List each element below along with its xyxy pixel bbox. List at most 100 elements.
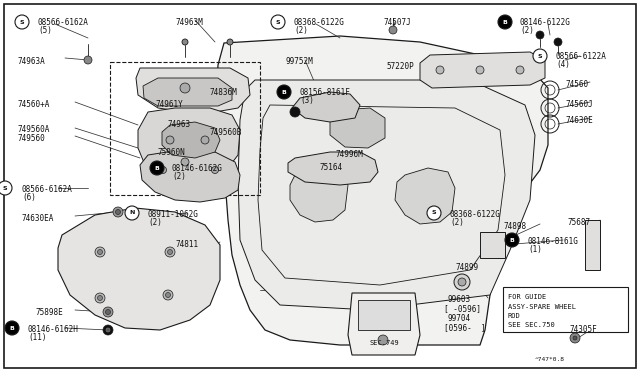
Text: 74560: 74560 — [565, 80, 588, 89]
Circle shape — [15, 15, 29, 29]
Polygon shape — [330, 108, 385, 148]
Text: B: B — [509, 237, 515, 243]
Circle shape — [505, 233, 519, 247]
Text: 75164: 75164 — [320, 163, 343, 172]
Circle shape — [378, 335, 388, 345]
Text: 08368-6122G: 08368-6122G — [450, 210, 501, 219]
Text: 08146-8161G: 08146-8161G — [528, 237, 579, 246]
Text: 74963A: 74963A — [18, 57, 45, 66]
Text: (5): (5) — [38, 26, 52, 35]
Circle shape — [97, 250, 102, 254]
Text: 74836M: 74836M — [210, 88, 237, 97]
Circle shape — [458, 278, 466, 286]
Circle shape — [573, 336, 577, 340]
Bar — [358, 300, 410, 330]
Circle shape — [159, 167, 166, 173]
Circle shape — [290, 107, 300, 117]
Text: (3): (3) — [300, 96, 314, 105]
Text: 74963M: 74963M — [175, 18, 203, 27]
Circle shape — [103, 325, 113, 335]
Circle shape — [536, 31, 544, 39]
Circle shape — [554, 38, 562, 46]
Text: 74507J: 74507J — [383, 18, 411, 27]
Text: B: B — [502, 19, 508, 25]
Polygon shape — [162, 122, 220, 158]
Circle shape — [103, 307, 113, 317]
Circle shape — [533, 49, 547, 63]
Text: (2): (2) — [172, 172, 186, 181]
Circle shape — [0, 181, 12, 195]
Circle shape — [113, 207, 123, 217]
Text: (2): (2) — [148, 218, 162, 227]
Bar — [503, 287, 628, 332]
Polygon shape — [143, 78, 232, 106]
Text: 08156-8161F: 08156-8161F — [300, 88, 351, 97]
Polygon shape — [395, 168, 455, 224]
Text: S: S — [538, 54, 542, 58]
Text: 08566-6122A: 08566-6122A — [556, 52, 607, 61]
Text: 57220P: 57220P — [386, 62, 413, 71]
Circle shape — [516, 66, 524, 74]
Text: S: S — [432, 211, 436, 215]
Text: 74898: 74898 — [503, 222, 526, 231]
Text: 74560J: 74560J — [565, 100, 593, 109]
Text: B: B — [155, 166, 159, 170]
Circle shape — [498, 15, 512, 29]
Text: 08566-6162A: 08566-6162A — [38, 18, 89, 27]
Polygon shape — [288, 152, 378, 185]
Text: 08911-1062G: 08911-1062G — [148, 210, 199, 219]
Circle shape — [476, 66, 484, 74]
Circle shape — [454, 274, 470, 290]
Text: (2): (2) — [450, 218, 464, 227]
Text: 99752M: 99752M — [286, 57, 314, 66]
Circle shape — [166, 136, 174, 144]
Text: [ -0596]: [ -0596] — [444, 304, 481, 313]
Text: 749560: 749560 — [18, 134, 45, 143]
Polygon shape — [136, 68, 250, 112]
Circle shape — [570, 333, 580, 343]
Polygon shape — [140, 150, 240, 202]
Polygon shape — [238, 80, 535, 310]
Text: 74963: 74963 — [168, 120, 191, 129]
Text: ROD: ROD — [508, 313, 521, 319]
Text: ^747*0.8: ^747*0.8 — [535, 357, 565, 362]
Text: SEC.749: SEC.749 — [370, 340, 400, 346]
Text: (2): (2) — [294, 26, 308, 35]
Text: [0596-  ]: [0596- ] — [444, 323, 486, 332]
Circle shape — [211, 167, 218, 173]
Text: N: N — [129, 211, 134, 215]
Circle shape — [166, 292, 170, 298]
Bar — [585, 220, 600, 270]
Text: 749560A: 749560A — [18, 125, 51, 134]
Circle shape — [97, 295, 102, 301]
Circle shape — [181, 158, 189, 166]
Text: 74305F: 74305F — [570, 325, 598, 334]
Circle shape — [168, 250, 173, 254]
Text: B: B — [10, 326, 15, 330]
Polygon shape — [58, 208, 220, 330]
Polygon shape — [420, 52, 545, 88]
Text: 08146-6122G: 08146-6122G — [520, 18, 571, 27]
Text: SEE SEC.750: SEE SEC.750 — [508, 322, 555, 328]
Polygon shape — [138, 108, 240, 178]
Circle shape — [163, 290, 173, 300]
Text: 99603: 99603 — [448, 295, 471, 304]
Text: S: S — [276, 19, 280, 25]
Text: S: S — [3, 186, 7, 190]
Bar — [480, 232, 505, 258]
Text: (2): (2) — [520, 26, 534, 35]
Text: 749560B: 749560B — [210, 128, 243, 137]
Circle shape — [95, 293, 105, 303]
Polygon shape — [348, 293, 420, 355]
Circle shape — [150, 161, 164, 175]
Text: 74630EA: 74630EA — [22, 214, 54, 223]
Circle shape — [125, 206, 139, 220]
Circle shape — [277, 85, 291, 99]
Circle shape — [95, 247, 105, 257]
Circle shape — [84, 56, 92, 64]
Circle shape — [227, 39, 233, 45]
Circle shape — [5, 321, 19, 335]
Polygon shape — [292, 92, 360, 122]
Circle shape — [106, 310, 111, 314]
Text: 08146-6162G: 08146-6162G — [172, 164, 223, 173]
